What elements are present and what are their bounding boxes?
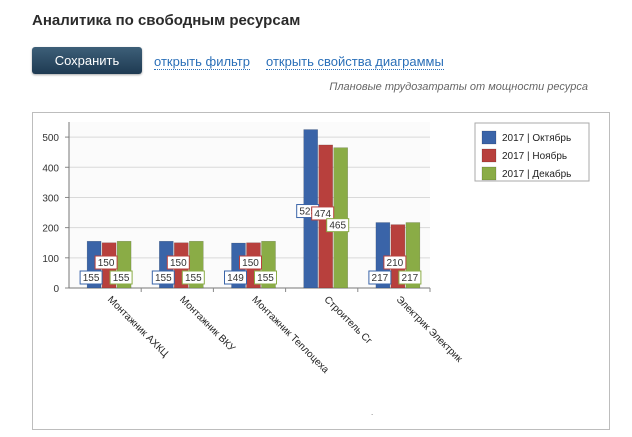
y-tick-label: 300 — [42, 193, 59, 204]
data-label: 155 — [155, 273, 172, 284]
data-label: 217 — [372, 273, 389, 284]
open-chart-properties-link[interactable]: открыть свойства диаграммы — [266, 54, 444, 70]
data-label: 149 — [227, 273, 244, 284]
y-tick-label: 500 — [42, 133, 59, 144]
legend-swatch — [481, 130, 497, 145]
bar — [333, 147, 348, 289]
data-label-box — [109, 270, 133, 285]
data-label: 465 — [329, 221, 346, 232]
data-label-box — [326, 218, 350, 233]
x-category-label: Строитель Сг — [322, 294, 375, 347]
x-category-label: Монтажник АХКЦ — [105, 294, 171, 360]
y-tick-label: 0 — [53, 284, 59, 295]
chart-footer-mark: . — [371, 408, 373, 417]
x-category-label: Электрик Электрик — [394, 294, 465, 365]
data-label-box — [254, 270, 277, 285]
x-category-label: Монтажник Теплоцеха — [249, 294, 331, 376]
data-label-box — [368, 270, 392, 285]
save-button[interactable]: Сохранить — [32, 47, 142, 74]
y-tick-label: 400 — [42, 163, 59, 174]
page-title: Аналитика по свободным ресурсам — [32, 12, 301, 29]
data-label: 150 — [98, 258, 115, 269]
data-label: 474 — [314, 209, 331, 220]
y-tick-label: 200 — [42, 224, 59, 235]
bar-chart: 0 100 200 300 400 500 155 150 155 Монтажник АХКЦ 1… — [42, 122, 590, 417]
data-label: 210 — [387, 258, 404, 269]
data-label-box — [398, 270, 422, 285]
data-label: 217 — [402, 273, 419, 284]
chart-subtitle: Плановые трудозатраты от мощности ресурс… — [329, 81, 588, 93]
data-label: 155 — [83, 273, 100, 284]
data-label-box — [311, 206, 335, 221]
data-label-box — [166, 255, 190, 270]
y-tick-label: 100 — [42, 254, 59, 265]
legend-label: 2017 | Октябрь — [502, 132, 571, 144]
data-label-box — [383, 255, 407, 270]
data-label-box — [94, 255, 118, 270]
data-label: 150 — [170, 258, 187, 269]
data-label-box — [181, 270, 205, 285]
data-label-box — [224, 270, 247, 285]
data-label-box — [151, 270, 175, 285]
legend-swatch — [481, 148, 497, 163]
legend-label: 2017 | Декабрь — [502, 168, 571, 180]
chart-frame: 0 100 200 300 400 500 155 150 155 Монтажник АХКЦ 1… — [32, 112, 610, 430]
data-label: 155 — [257, 273, 274, 284]
data-label-box — [239, 255, 262, 270]
open-filter-link[interactable]: открыть фильтр — [154, 54, 250, 70]
data-label: 155 — [113, 273, 130, 284]
legend-swatch — [481, 166, 497, 181]
data-label: 155 — [185, 273, 202, 284]
data-label: 150 — [242, 258, 259, 269]
legend-label: 2017 | Ноябрь — [502, 150, 567, 162]
x-category-label: Монтажник ВКУ — [177, 294, 237, 354]
data-label: 525 — [299, 207, 316, 218]
data-label-box — [79, 270, 103, 285]
